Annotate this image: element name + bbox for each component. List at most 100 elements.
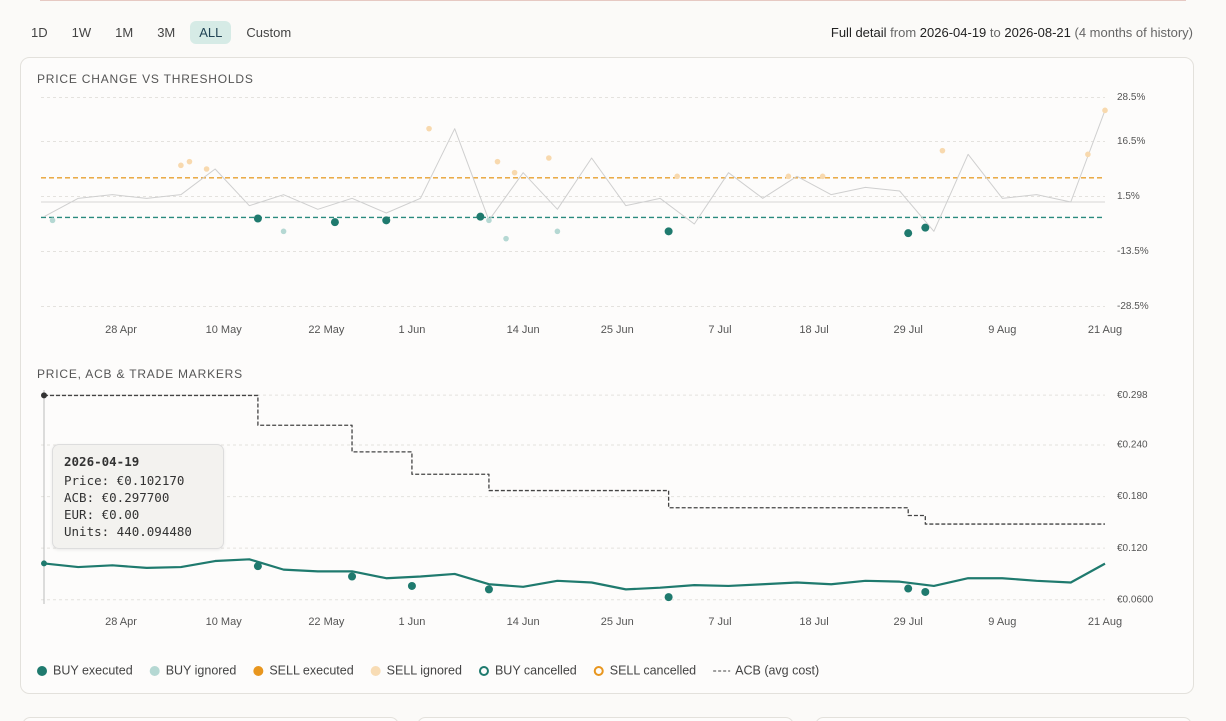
x-tick-label: 21 Aug bbox=[1088, 324, 1122, 336]
acb-line bbox=[44, 394, 1105, 525]
legend-swatch bbox=[37, 666, 47, 676]
x-tick-label: 25 Jun bbox=[601, 324, 634, 336]
legend-label: SELL ignored bbox=[387, 663, 462, 677]
y-tick-label: 28.5% bbox=[1117, 92, 1145, 103]
card bbox=[816, 717, 1191, 721]
trade-marker bbox=[494, 158, 501, 165]
trade-marker bbox=[554, 228, 561, 235]
range-button[interactable]: 1D bbox=[22, 21, 57, 44]
trade-marker bbox=[280, 228, 287, 235]
word: to bbox=[989, 25, 1001, 40]
legend-swatch bbox=[253, 666, 264, 676]
x-tick-label: 21 Aug bbox=[1088, 616, 1122, 628]
y-tick-label: 1.5% bbox=[1117, 191, 1140, 202]
x-tick-label: 22 May bbox=[308, 616, 345, 628]
trade-marker bbox=[904, 229, 913, 238]
legend-label: ACB (avg cost) bbox=[735, 663, 819, 677]
trade-marker bbox=[348, 572, 357, 581]
legend-swatch bbox=[478, 666, 489, 676]
legend-label: SELL cancelled bbox=[610, 663, 696, 677]
x-tick-label: 10 May bbox=[206, 616, 243, 628]
tooltip: 2026-04-19 Price: €0.102170 ACB: €0.297700… bbox=[52, 444, 224, 549]
price-line bbox=[43, 558, 1106, 591]
trade-marker bbox=[664, 593, 673, 602]
hover-dot bbox=[41, 392, 47, 399]
x-tick-label: 28 Apr bbox=[105, 324, 137, 336]
range-button[interactable]: Custom bbox=[237, 21, 300, 44]
y-tick-label: €0.240 bbox=[1117, 440, 1148, 451]
trade-marker bbox=[921, 587, 930, 596]
legend-swatch bbox=[593, 666, 604, 676]
x-tick-label: 18 Jul bbox=[799, 324, 828, 336]
detail-label: Full detail bbox=[830, 25, 887, 40]
x-tick-label: 22 May bbox=[308, 324, 345, 336]
x-tick-label: 9 Aug bbox=[988, 324, 1016, 336]
chart-title: PRICE CHANGE VS THRESHOLDS bbox=[37, 72, 254, 86]
legend-label: BUY cancelled bbox=[495, 663, 577, 677]
x-tick-label: 18 Jul bbox=[799, 616, 828, 628]
trade-marker bbox=[503, 235, 509, 242]
chart-title: PRICE, ACB & TRADE MARKERS bbox=[37, 367, 243, 381]
y-tick-label: €0.180 bbox=[1117, 491, 1148, 502]
y-tick-label: -28.5% bbox=[1117, 301, 1149, 312]
y-tick-label: -13.5% bbox=[1117, 246, 1149, 257]
x-tick-label: 7 Jul bbox=[708, 616, 731, 628]
legend-swatch bbox=[149, 666, 160, 676]
hover-dot bbox=[41, 560, 47, 567]
x-tick-label: 29 Jul bbox=[894, 324, 923, 336]
price-line bbox=[43, 110, 1106, 232]
x-tick-label: 10 May bbox=[206, 324, 243, 336]
to-date: 2026-08-21 bbox=[1004, 25, 1071, 40]
range-button[interactable]: 1M bbox=[106, 21, 142, 44]
trade-marker bbox=[486, 217, 492, 224]
y-tick-label: €0.0600 bbox=[1117, 594, 1154, 605]
word: from bbox=[890, 25, 917, 40]
y-tick-label: 16.5% bbox=[1117, 136, 1145, 147]
trade-marker bbox=[203, 166, 210, 172]
trade-marker bbox=[1102, 107, 1108, 114]
card bbox=[20, 57, 1194, 694]
trade-marker bbox=[1085, 151, 1091, 158]
y-tick-label: €0.120 bbox=[1117, 543, 1148, 554]
x-tick-label: 1 Jun bbox=[398, 324, 425, 336]
x-tick-label: 14 Jun bbox=[507, 324, 540, 336]
range-button[interactable]: 3M bbox=[148, 21, 184, 44]
y-tick-label: €0.298 bbox=[1117, 390, 1148, 401]
trade-marker bbox=[664, 227, 673, 236]
trade-marker bbox=[407, 581, 416, 590]
card bbox=[418, 717, 793, 721]
tooltip-line: Units: 440.094480 bbox=[64, 524, 192, 539]
tooltip-line: Price: €0.102170 bbox=[64, 473, 185, 488]
history: (4 months of history) bbox=[1074, 25, 1194, 40]
legend-label: BUY executed bbox=[53, 663, 133, 677]
trade-marker bbox=[939, 147, 946, 154]
x-tick-label: 7 Jul bbox=[708, 324, 731, 336]
trade-marker bbox=[382, 216, 391, 225]
tooltip-date: 2026-04-19 bbox=[64, 454, 140, 469]
range-toolbar: 1D 1W 1M 3M ALL Custom bbox=[22, 21, 300, 44]
trade-marker bbox=[484, 585, 493, 594]
trade-marker bbox=[819, 173, 826, 180]
trade-marker bbox=[546, 155, 552, 161]
legend-swatch bbox=[370, 666, 381, 676]
trade-marker bbox=[253, 214, 262, 223]
trade-marker bbox=[511, 169, 518, 176]
trade-marker bbox=[476, 212, 485, 221]
from-date: 2026-04-19 bbox=[919, 25, 987, 40]
range-button[interactable]: 1W bbox=[63, 21, 101, 44]
x-tick-label: 25 Jun bbox=[601, 616, 634, 628]
trade-marker bbox=[253, 562, 262, 571]
trade-marker bbox=[921, 223, 930, 232]
card bbox=[23, 717, 398, 721]
x-tick-label: 28 Apr bbox=[105, 616, 137, 628]
legend-label: BUY ignored bbox=[166, 663, 237, 677]
trade-marker bbox=[904, 584, 913, 593]
tooltip-line: EUR: €0.00 bbox=[64, 507, 140, 522]
trade-marker bbox=[178, 162, 184, 169]
trade-marker bbox=[674, 173, 680, 180]
x-tick-label: 14 Jun bbox=[507, 616, 540, 628]
range-button[interactable]: ALL bbox=[190, 21, 232, 44]
x-tick-label: 29 Jul bbox=[894, 616, 923, 628]
